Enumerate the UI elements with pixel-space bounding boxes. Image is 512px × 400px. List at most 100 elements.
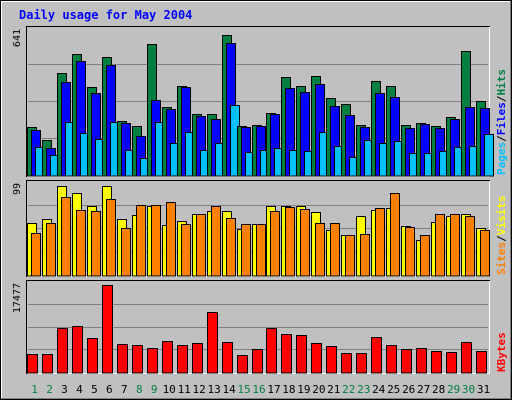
bar-sites-day-15 xyxy=(241,224,251,277)
bar-kbytes-day-17 xyxy=(266,328,277,374)
bar-kbytes-day-16 xyxy=(252,349,263,374)
panel-legend: Pages/Files/Hits xyxy=(495,69,508,175)
day-label-24: 24 xyxy=(372,383,386,396)
day-label-4: 4 xyxy=(76,383,83,396)
bar-kbytes-day-25 xyxy=(386,345,397,374)
bar-kbytes-day-11 xyxy=(177,345,188,374)
bar-sites-day-1 xyxy=(31,233,41,277)
day-label-1: 1 xyxy=(31,383,38,396)
bar-sites-day-25 xyxy=(390,193,400,277)
bar-sites-day-3 xyxy=(61,197,71,277)
bar-kbytes-day-23 xyxy=(356,353,367,374)
panel-hits-files-pages: 641 Pages/Files/Hits xyxy=(12,26,508,177)
day-label-19: 19 xyxy=(297,383,310,396)
bar-sites-day-13 xyxy=(211,206,221,277)
bar-kbytes-day-9 xyxy=(147,348,158,374)
bar-sites-day-8 xyxy=(136,205,146,277)
bar-sites-day-16 xyxy=(256,224,266,277)
day-label-28: 28 xyxy=(432,383,445,396)
bar-sites-day-9 xyxy=(151,205,161,277)
bar-kbytes-day-14 xyxy=(222,342,233,374)
legend-separator: / xyxy=(495,235,508,242)
bar-sites-day-17 xyxy=(270,211,280,277)
day-label-22: 22 xyxy=(342,383,355,396)
day-label-17: 17 xyxy=(267,383,280,396)
bar-sites-day-10 xyxy=(166,202,176,277)
legend-visits: Visits xyxy=(495,196,508,236)
bar-sites-day-31 xyxy=(480,230,490,277)
bar-sites-day-28 xyxy=(435,214,445,277)
bar-sites-day-6 xyxy=(106,199,116,277)
day-label-9: 9 xyxy=(151,383,158,396)
bar-sites-day-5 xyxy=(91,211,101,277)
bar-kbytes-day-13 xyxy=(207,312,218,374)
bar-kbytes-day-5 xyxy=(87,338,98,374)
day-label-14: 14 xyxy=(222,383,236,396)
bar-sites-day-18 xyxy=(285,207,295,277)
bar-kbytes-day-21 xyxy=(326,346,337,374)
legend-files: Files xyxy=(495,102,508,135)
bar-sites-day-12 xyxy=(196,214,206,277)
day-label-10: 10 xyxy=(163,383,176,396)
bar-kbytes-day-6 xyxy=(102,285,113,374)
day-label-30: 30 xyxy=(462,383,475,396)
bar-sites-day-22 xyxy=(345,235,355,277)
bar-kbytes-day-3 xyxy=(57,328,68,374)
bar-kbytes-day-27 xyxy=(416,348,427,374)
bar-sites-day-2 xyxy=(46,223,56,277)
day-label-2: 2 xyxy=(46,383,53,396)
bar-sites-day-24 xyxy=(375,208,385,277)
panel-kbytes: 17477 KBytes xyxy=(12,280,508,374)
panel-visits-sites: 99 Sites/Visits xyxy=(12,180,508,277)
day-label-27: 27 xyxy=(417,383,430,396)
bar-kbytes-day-12 xyxy=(192,343,203,374)
day-label-31: 31 xyxy=(477,383,490,396)
bar-kbytes-day-15 xyxy=(237,355,248,374)
legend-kbytes: KBytes xyxy=(495,332,508,372)
legend-pages: Pages xyxy=(495,142,508,175)
day-label-25: 25 xyxy=(387,383,400,396)
panel-max-label: 17477 xyxy=(12,283,23,313)
day-label-7: 7 xyxy=(121,383,128,396)
day-label-13: 13 xyxy=(207,383,220,396)
bar-kbytes-day-1 xyxy=(27,354,38,374)
chart-panels: 641Pages/Files/Hits99Sites/Visits17477KB… xyxy=(12,26,508,374)
bar-kbytes-day-2 xyxy=(42,354,53,374)
bar-sites-day-4 xyxy=(76,210,86,277)
day-label-8: 8 xyxy=(136,383,143,396)
bar-kbytes-day-10 xyxy=(162,341,173,374)
bar-sites-day-19 xyxy=(300,209,310,277)
bar-kbytes-day-29 xyxy=(446,352,457,374)
bar-kbytes-day-7 xyxy=(117,344,128,374)
day-label-18: 18 xyxy=(282,383,295,396)
bar-kbytes-day-24 xyxy=(371,337,382,374)
chart-title: Daily usage for May 2004 xyxy=(19,8,192,22)
legend-separator: / xyxy=(495,95,508,102)
bar-sites-day-21 xyxy=(330,223,340,277)
bar-kbytes-day-22 xyxy=(341,353,352,374)
day-label-29: 29 xyxy=(447,383,460,396)
day-label-11: 11 xyxy=(178,383,191,396)
day-label-6: 6 xyxy=(106,383,113,396)
panel-legend: Sites/Visits xyxy=(495,196,508,276)
day-label-16: 16 xyxy=(252,383,265,396)
bar-sites-day-14 xyxy=(226,218,236,277)
legend-sites: Sites xyxy=(495,242,508,275)
panel-max-label: 99 xyxy=(12,183,23,195)
bar-sites-day-11 xyxy=(181,224,191,277)
bar-kbytes-day-30 xyxy=(461,342,472,374)
panel-max-label: 641 xyxy=(12,29,23,47)
day-label-15: 15 xyxy=(237,383,250,396)
bar-sites-day-7 xyxy=(121,228,131,277)
bar-pages-day-31 xyxy=(484,134,494,177)
bar-kbytes-day-4 xyxy=(72,326,83,374)
day-label-23: 23 xyxy=(357,383,370,396)
bar-sites-day-26 xyxy=(405,227,415,277)
bar-kbytes-day-26 xyxy=(401,349,412,374)
day-label-26: 26 xyxy=(402,383,415,396)
legend-separator: / xyxy=(495,135,508,142)
bar-sites-day-20 xyxy=(315,223,325,277)
day-label-3: 3 xyxy=(61,383,68,396)
bar-sites-day-27 xyxy=(420,235,430,277)
